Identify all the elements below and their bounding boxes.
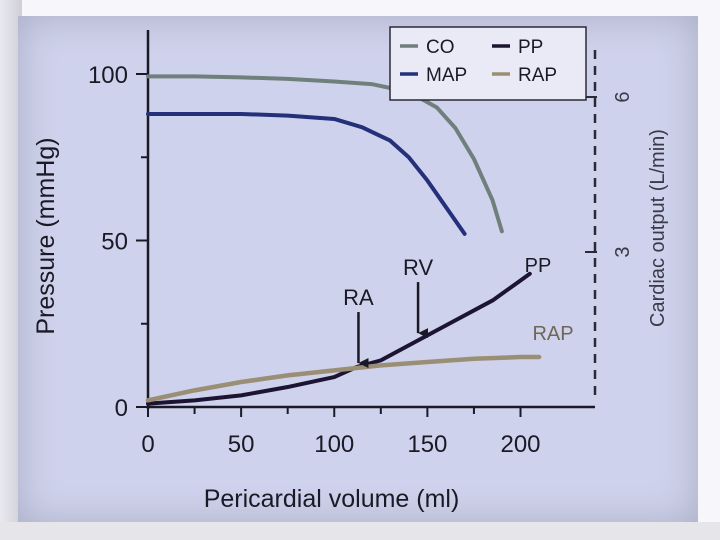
y-tick-label: 50 (101, 229, 128, 256)
slide-edge-bottom (0, 522, 720, 540)
x-tick-label: 0 (141, 431, 154, 458)
x-axis-label: Pericardial volume (ml) (204, 485, 460, 513)
x-tick-label: 100 (314, 431, 354, 458)
legend-label-rap: RAP (518, 65, 557, 86)
legend-label-pp: PP (518, 37, 543, 58)
legend: CO MAP PP RAP (389, 26, 587, 101)
slide-edge-left (0, 0, 22, 540)
series-line-rap (145, 354, 542, 403)
series-label-rap: RAP (532, 323, 573, 345)
y2-axis-label: Cardiac output (L/min) (647, 129, 669, 327)
y-tick-label: 0 (115, 395, 128, 422)
legend-box (389, 26, 587, 101)
y-tick-label: 100 (88, 62, 128, 89)
series-line-map (146, 111, 467, 236)
projected-slide: 0 50 100 0 50 100 150 200 3 6 Pericardial volume (… (18, 16, 698, 524)
legend-label-map: MAP (426, 65, 467, 86)
x-tick-label: 50 (228, 431, 255, 458)
y2-tick-label: 6 (612, 91, 634, 102)
legend-label-co: CO (426, 37, 455, 58)
series-line-pp (146, 271, 532, 406)
y2-tick-label: 3 (612, 246, 634, 257)
annotation-label-ra: RA (343, 285, 374, 310)
chart-svg: 0 50 100 0 50 100 150 200 3 6 Pericardial volume (… (32, 26, 669, 513)
annotation-label-rv: RV (403, 255, 433, 280)
x-tick-label: 150 (407, 431, 447, 458)
x-tick-label: 200 (500, 431, 540, 458)
y-axis-label: Pressure (mmHg) (32, 137, 60, 334)
series-label-pp: PP (525, 255, 552, 277)
